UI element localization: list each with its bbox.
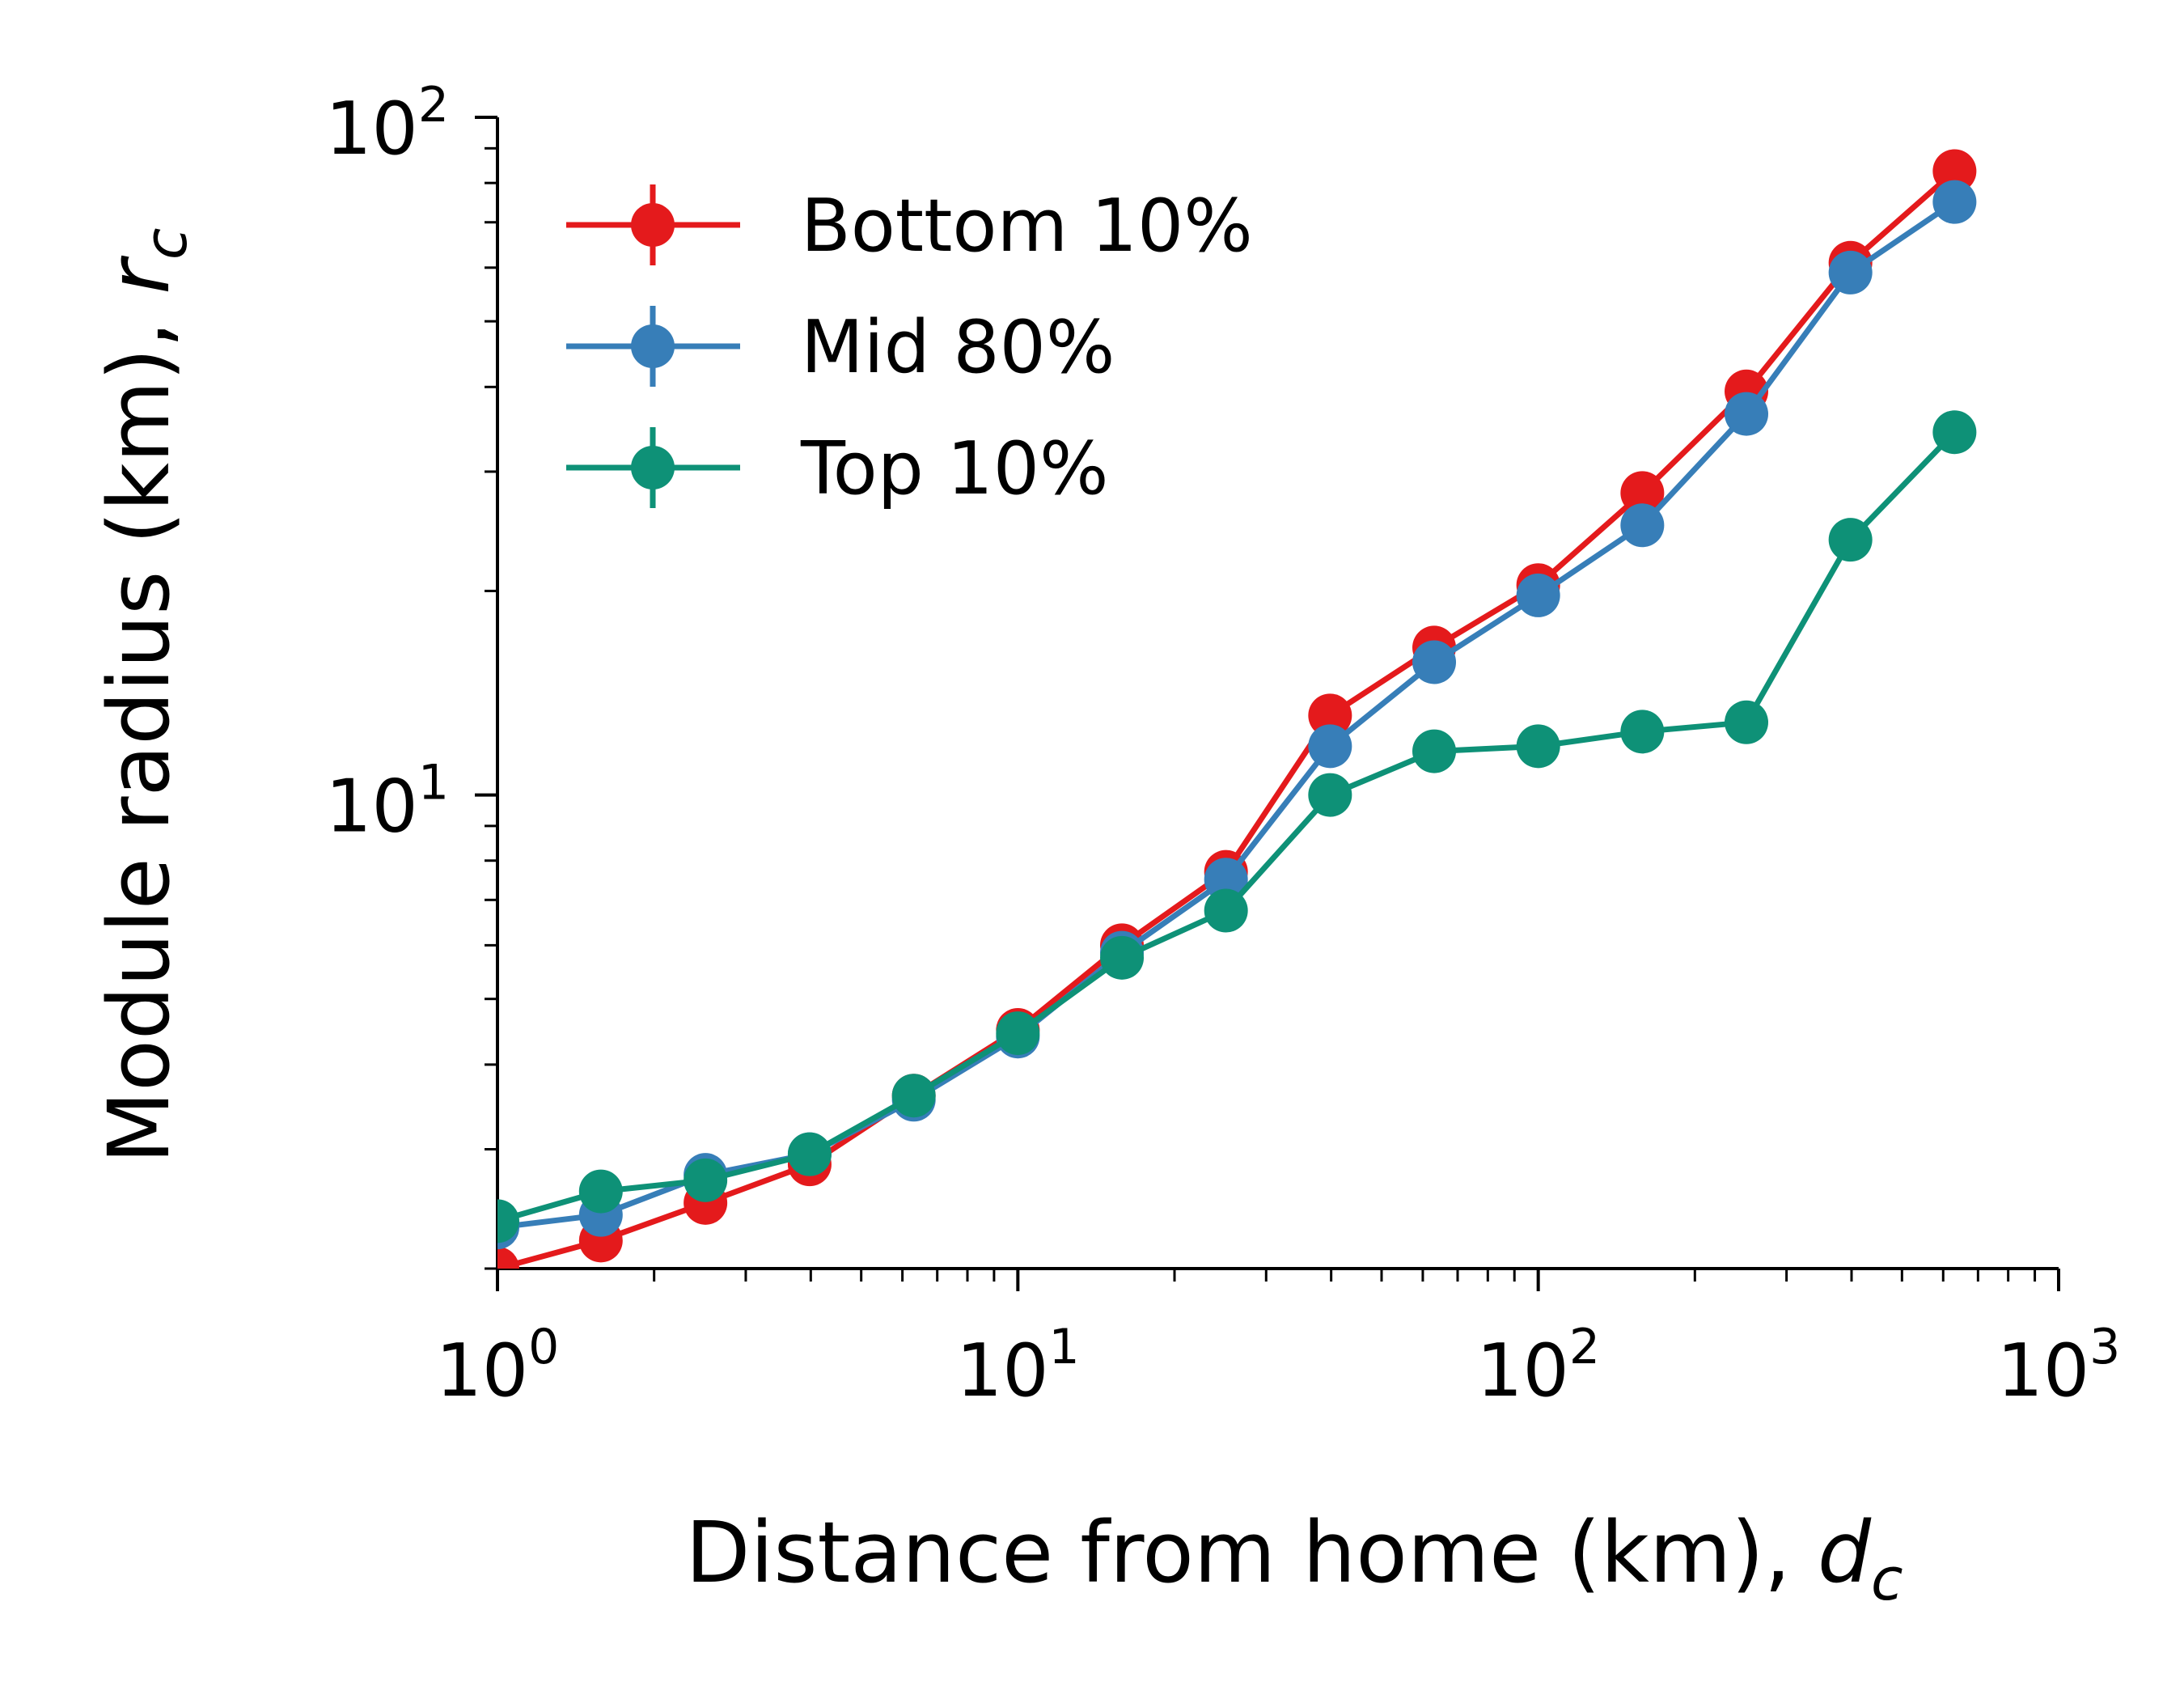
y-axis-label: Module radius (km), rc xyxy=(90,228,200,1164)
legend-label: Top 10% xyxy=(800,426,1109,511)
series-top-10 xyxy=(497,410,1977,1244)
data-point xyxy=(1932,180,1977,224)
legend-marker xyxy=(631,446,675,489)
data-point xyxy=(578,1169,623,1214)
data-point xyxy=(1412,729,1457,773)
legend-marker xyxy=(631,324,675,368)
data-point xyxy=(1828,518,1873,562)
data-point xyxy=(1204,858,1248,902)
data-point xyxy=(1620,471,1665,515)
data-point xyxy=(787,1132,832,1176)
y-tick-label: 101 xyxy=(325,755,449,850)
data-point xyxy=(497,1247,519,1269)
x-tick-label: 103 xyxy=(1997,1319,2121,1413)
x-tick-label: 102 xyxy=(1476,1319,1600,1413)
legend-label: Bottom 10% xyxy=(801,184,1253,269)
x-tick-label: 100 xyxy=(436,1319,560,1413)
data-point xyxy=(1932,149,1977,193)
plot-area xyxy=(497,149,1977,1269)
data-point xyxy=(996,1011,1040,1056)
legend-item: Bottom 10% xyxy=(566,184,1253,269)
data-point xyxy=(1412,640,1457,684)
data-point xyxy=(1725,700,1769,744)
legend-item: Mid 80% xyxy=(566,305,1115,390)
data-point xyxy=(1516,724,1560,769)
legend-label: Mid 80% xyxy=(801,305,1115,390)
data-point xyxy=(684,1158,728,1202)
data-point xyxy=(1308,693,1352,738)
data-point xyxy=(1932,410,1977,455)
x-tick-label: 101 xyxy=(956,1319,1080,1413)
data-point xyxy=(1308,724,1352,769)
data-point xyxy=(891,1074,936,1118)
data-point xyxy=(1725,392,1769,436)
data-point xyxy=(1620,503,1665,548)
data-point xyxy=(1308,773,1352,817)
data-point xyxy=(1100,935,1145,980)
data-point xyxy=(1204,888,1248,933)
data-point xyxy=(1828,250,1873,294)
series-line xyxy=(497,430,1957,1224)
y-tick-label: 102 xyxy=(325,77,449,172)
plot-area-clipped xyxy=(497,149,1977,1269)
data-point xyxy=(1620,710,1665,754)
legend: Bottom 10% Mid 80% Top 10% xyxy=(566,184,1253,511)
legend-item: Top 10% xyxy=(566,426,1109,511)
data-point xyxy=(497,1199,519,1244)
axes: 100 101 102 103 101 102 xyxy=(325,77,2120,1413)
x-axis-label: Distance from home (km), dc xyxy=(685,1503,1903,1613)
legend-marker xyxy=(631,203,675,247)
data-point xyxy=(1516,573,1560,617)
